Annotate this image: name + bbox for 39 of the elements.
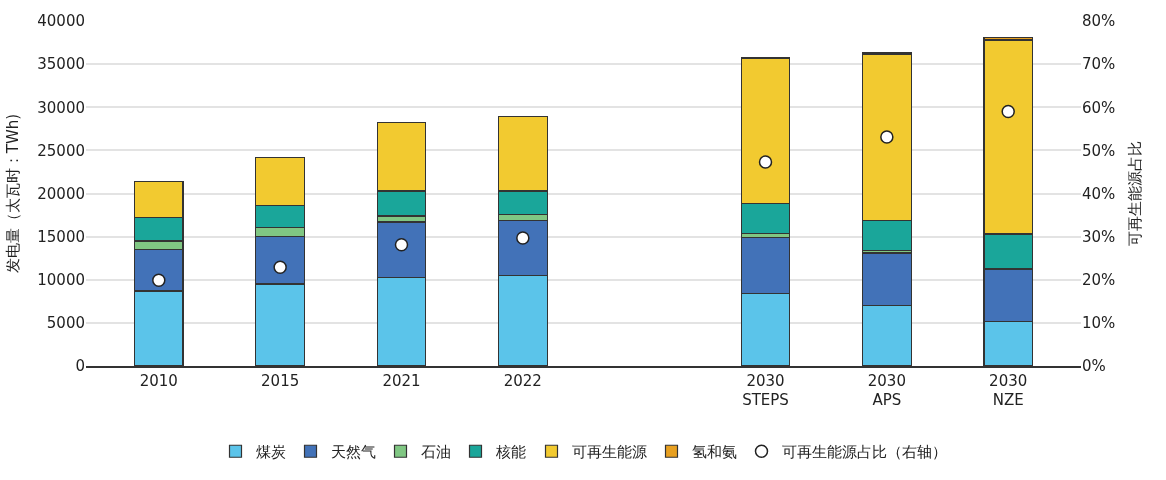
legend-label: 天然气	[330, 443, 376, 462]
y2-tick-label: 60%	[1082, 98, 1116, 117]
legend-label: 石油	[420, 443, 451, 462]
y-axis-title: 发电量（太瓦时：TWh)	[3, 113, 22, 274]
y2-tick-label: 0%	[1082, 357, 1106, 376]
y-tick-label: 15000	[37, 227, 85, 246]
legend-label: 煤炭	[255, 443, 286, 462]
legend-label: 核能	[494, 443, 526, 462]
point	[758, 155, 773, 169]
legend-label: 可再生能源占比（右轴）	[781, 443, 947, 462]
y-tick-label: 20000	[37, 184, 85, 203]
y2-tick-label: 70%	[1082, 55, 1116, 74]
y2-tick-label: 20%	[1082, 271, 1116, 289]
y-tick-label: 30000	[37, 98, 85, 117]
y-tick-label: 40000	[37, 12, 85, 31]
x-tick-label: 2030 APS	[867, 371, 906, 410]
y2-axis-title: 可再生能源占比	[1126, 141, 1145, 246]
legend-label: 氢和氨	[691, 443, 737, 462]
y2-tick-label: 30%	[1082, 227, 1116, 246]
y2-tick-label: 80%	[1082, 12, 1116, 31]
x-tick-label: 2030 STEPS	[742, 371, 789, 410]
y2-tick-label: 10%	[1082, 314, 1116, 333]
point	[516, 231, 530, 245]
y-tick-label: 5000	[46, 314, 85, 333]
point	[152, 273, 166, 287]
x-tick-label: 2010	[139, 371, 178, 390]
y2-tick-label: 50%	[1082, 141, 1116, 160]
y-tick-label: 25000	[37, 141, 85, 160]
y-tick-label: 35000	[37, 55, 85, 74]
x-tick-label: 2015	[261, 371, 300, 390]
x-tick-label: 2021	[382, 371, 421, 390]
x-tick-label: 2022	[503, 371, 542, 390]
y2-tick-label: 40%	[1082, 184, 1116, 203]
legend-label: 可再生能源	[571, 443, 647, 462]
point	[1001, 104, 1015, 119]
y-tick-label: 0	[75, 357, 85, 376]
point	[880, 130, 894, 144]
x-tick-label: 2030 NZE	[989, 371, 1028, 410]
y-tick-label: 10000	[37, 271, 85, 289]
